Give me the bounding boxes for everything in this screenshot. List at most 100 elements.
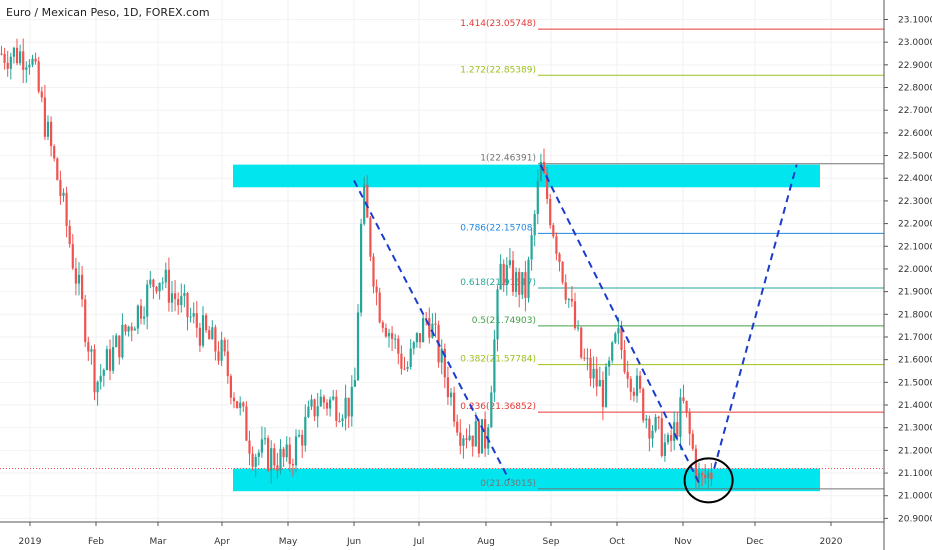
candle-body (446, 377, 449, 398)
candle-body (524, 272, 527, 298)
candle-body (462, 438, 465, 446)
candle-body (515, 272, 518, 292)
candle-body (99, 375, 102, 382)
y-tick-label: 21.00000 (898, 492, 932, 502)
y-tick-label: 22.10000 (898, 242, 932, 252)
y-tick-label: 22.30000 (898, 197, 932, 207)
candle-body (428, 318, 431, 338)
candle-body (552, 225, 555, 237)
candle-body (499, 263, 502, 290)
candle-body (384, 327, 387, 337)
candle-body (96, 381, 99, 393)
candle-body (679, 397, 682, 437)
x-tick-label: 2020 (820, 537, 843, 547)
x-tick-label: Feb (88, 537, 104, 547)
candle-body (325, 402, 329, 409)
highlight-circle (683, 457, 734, 504)
candle-body (394, 338, 397, 340)
candle-body (245, 406, 248, 441)
candle-body (81, 274, 84, 300)
candle-body (595, 368, 598, 387)
candle-body (276, 465, 279, 471)
candle-body (474, 421, 477, 447)
candle-body (105, 349, 108, 371)
candle-body (710, 472, 713, 480)
candle-body (260, 439, 263, 453)
candle-body (108, 349, 112, 371)
candle-body (307, 406, 310, 417)
candle-body (549, 198, 552, 226)
x-tick-label: May (279, 537, 298, 547)
candle-body (90, 349, 93, 352)
candle-body (93, 349, 96, 393)
candle-body (598, 380, 601, 387)
candle-body (673, 422, 676, 441)
candle-body (682, 397, 685, 401)
candle-body (77, 274, 81, 284)
candle-body (319, 396, 322, 407)
candle-body (248, 440, 251, 454)
candle-body (251, 453, 254, 467)
candle-body (282, 448, 285, 458)
candle-body (546, 172, 549, 199)
candle-body (418, 333, 422, 343)
candle-body (620, 328, 623, 351)
candle-body (279, 448, 282, 471)
candle-body (589, 357, 592, 379)
candle-body (329, 399, 332, 409)
candle-body (217, 351, 220, 361)
candle-body (50, 121, 53, 147)
candle-body (577, 327, 580, 329)
candle-body (660, 418, 663, 456)
y-tick-label: 21.90000 (898, 288, 932, 298)
fib-label: 0(21.03015) (480, 479, 536, 489)
time-axis[interactable]: 2019 Feb Mar Apr May Jun Jul Aug Sep Oct Nov Dec 202… (0, 521, 884, 547)
candle-body (9, 56, 12, 69)
y-tick-label: 21.50000 (898, 378, 932, 388)
candle-body (25, 67, 28, 70)
candle-body (511, 260, 515, 292)
candle-body (87, 342, 90, 352)
candle-body (573, 301, 577, 329)
candle-body (654, 416, 657, 431)
candle-body (211, 327, 214, 340)
fib-label: 1.414(23.05748) (460, 19, 536, 29)
fibonacci-lines: 1.414(23.05748) 1.272(22.85389) 1(22.46391… (460, 19, 884, 490)
candle-body (115, 335, 118, 348)
candle-body (130, 326, 133, 331)
y-tick-label: 21.80000 (898, 310, 932, 320)
candle-body (604, 366, 608, 407)
y-tick-label: 22.50000 (898, 152, 932, 162)
candle-body (369, 217, 372, 257)
candle-body (707, 472, 710, 479)
candle-body (425, 318, 428, 320)
candle-body (40, 91, 43, 98)
candle-body (267, 438, 270, 471)
y-tick-label: 22.20000 (898, 220, 932, 230)
candle-body (508, 260, 511, 266)
candle-body (468, 435, 471, 440)
candle-body (391, 333, 394, 339)
candle-body (583, 357, 586, 359)
candle-body (372, 256, 375, 287)
candle-body (43, 97, 46, 137)
y-tick-label: 21.10000 (898, 469, 932, 479)
candle-body (223, 339, 226, 352)
candle-body (555, 236, 558, 254)
candle-body (691, 433, 694, 449)
candle-body (180, 295, 183, 306)
candle-body (670, 434, 673, 441)
candle-body (490, 392, 493, 428)
price-axis[interactable]: 23.10000 23.00000 22.90000 22.80000 22.70000… (883, 0, 932, 550)
candle-body (694, 448, 697, 480)
candle-body (453, 392, 456, 422)
candle-body (15, 47, 19, 64)
candle-body (205, 315, 208, 331)
candle-body (0, 53, 3, 55)
x-tick-label: Apr (214, 537, 230, 547)
y-tick-label: 22.60000 (898, 129, 932, 139)
candle-body (375, 286, 378, 293)
candle-body (518, 272, 521, 295)
trend-lines (353, 164, 798, 485)
